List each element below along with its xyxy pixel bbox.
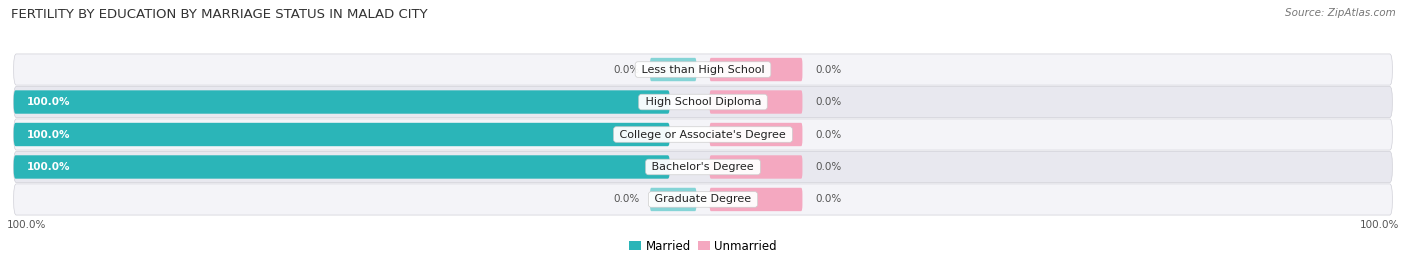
Text: Source: ZipAtlas.com: Source: ZipAtlas.com: [1285, 8, 1396, 18]
Text: FERTILITY BY EDUCATION BY MARRIAGE STATUS IN MALAD CITY: FERTILITY BY EDUCATION BY MARRIAGE STATU…: [11, 8, 427, 21]
Text: 0.0%: 0.0%: [815, 65, 842, 75]
FancyBboxPatch shape: [14, 86, 1392, 118]
Text: Graduate Degree: Graduate Degree: [651, 194, 755, 204]
Text: 0.0%: 0.0%: [614, 65, 640, 75]
FancyBboxPatch shape: [14, 119, 1392, 150]
Text: 100.0%: 100.0%: [7, 220, 46, 230]
Text: 100.0%: 100.0%: [27, 162, 70, 172]
Text: 0.0%: 0.0%: [614, 194, 640, 204]
FancyBboxPatch shape: [710, 155, 803, 179]
FancyBboxPatch shape: [650, 58, 696, 81]
FancyBboxPatch shape: [14, 184, 1392, 215]
Text: 100.0%: 100.0%: [27, 129, 70, 140]
FancyBboxPatch shape: [14, 90, 669, 114]
Text: College or Associate's Degree: College or Associate's Degree: [616, 129, 790, 140]
Text: Bachelor's Degree: Bachelor's Degree: [648, 162, 758, 172]
Text: 0.0%: 0.0%: [815, 162, 842, 172]
Text: 0.0%: 0.0%: [815, 194, 842, 204]
FancyBboxPatch shape: [14, 155, 669, 179]
Text: 0.0%: 0.0%: [815, 129, 842, 140]
Legend: Married, Unmarried: Married, Unmarried: [628, 240, 778, 253]
FancyBboxPatch shape: [14, 151, 1392, 183]
Text: 100.0%: 100.0%: [1360, 220, 1399, 230]
FancyBboxPatch shape: [710, 188, 803, 211]
FancyBboxPatch shape: [710, 58, 803, 81]
FancyBboxPatch shape: [650, 188, 696, 211]
Text: Less than High School: Less than High School: [638, 65, 768, 75]
FancyBboxPatch shape: [14, 123, 669, 146]
FancyBboxPatch shape: [710, 90, 803, 114]
FancyBboxPatch shape: [14, 54, 1392, 85]
Text: High School Diploma: High School Diploma: [641, 97, 765, 107]
Text: 100.0%: 100.0%: [27, 97, 70, 107]
FancyBboxPatch shape: [710, 123, 803, 146]
Text: 0.0%: 0.0%: [815, 97, 842, 107]
